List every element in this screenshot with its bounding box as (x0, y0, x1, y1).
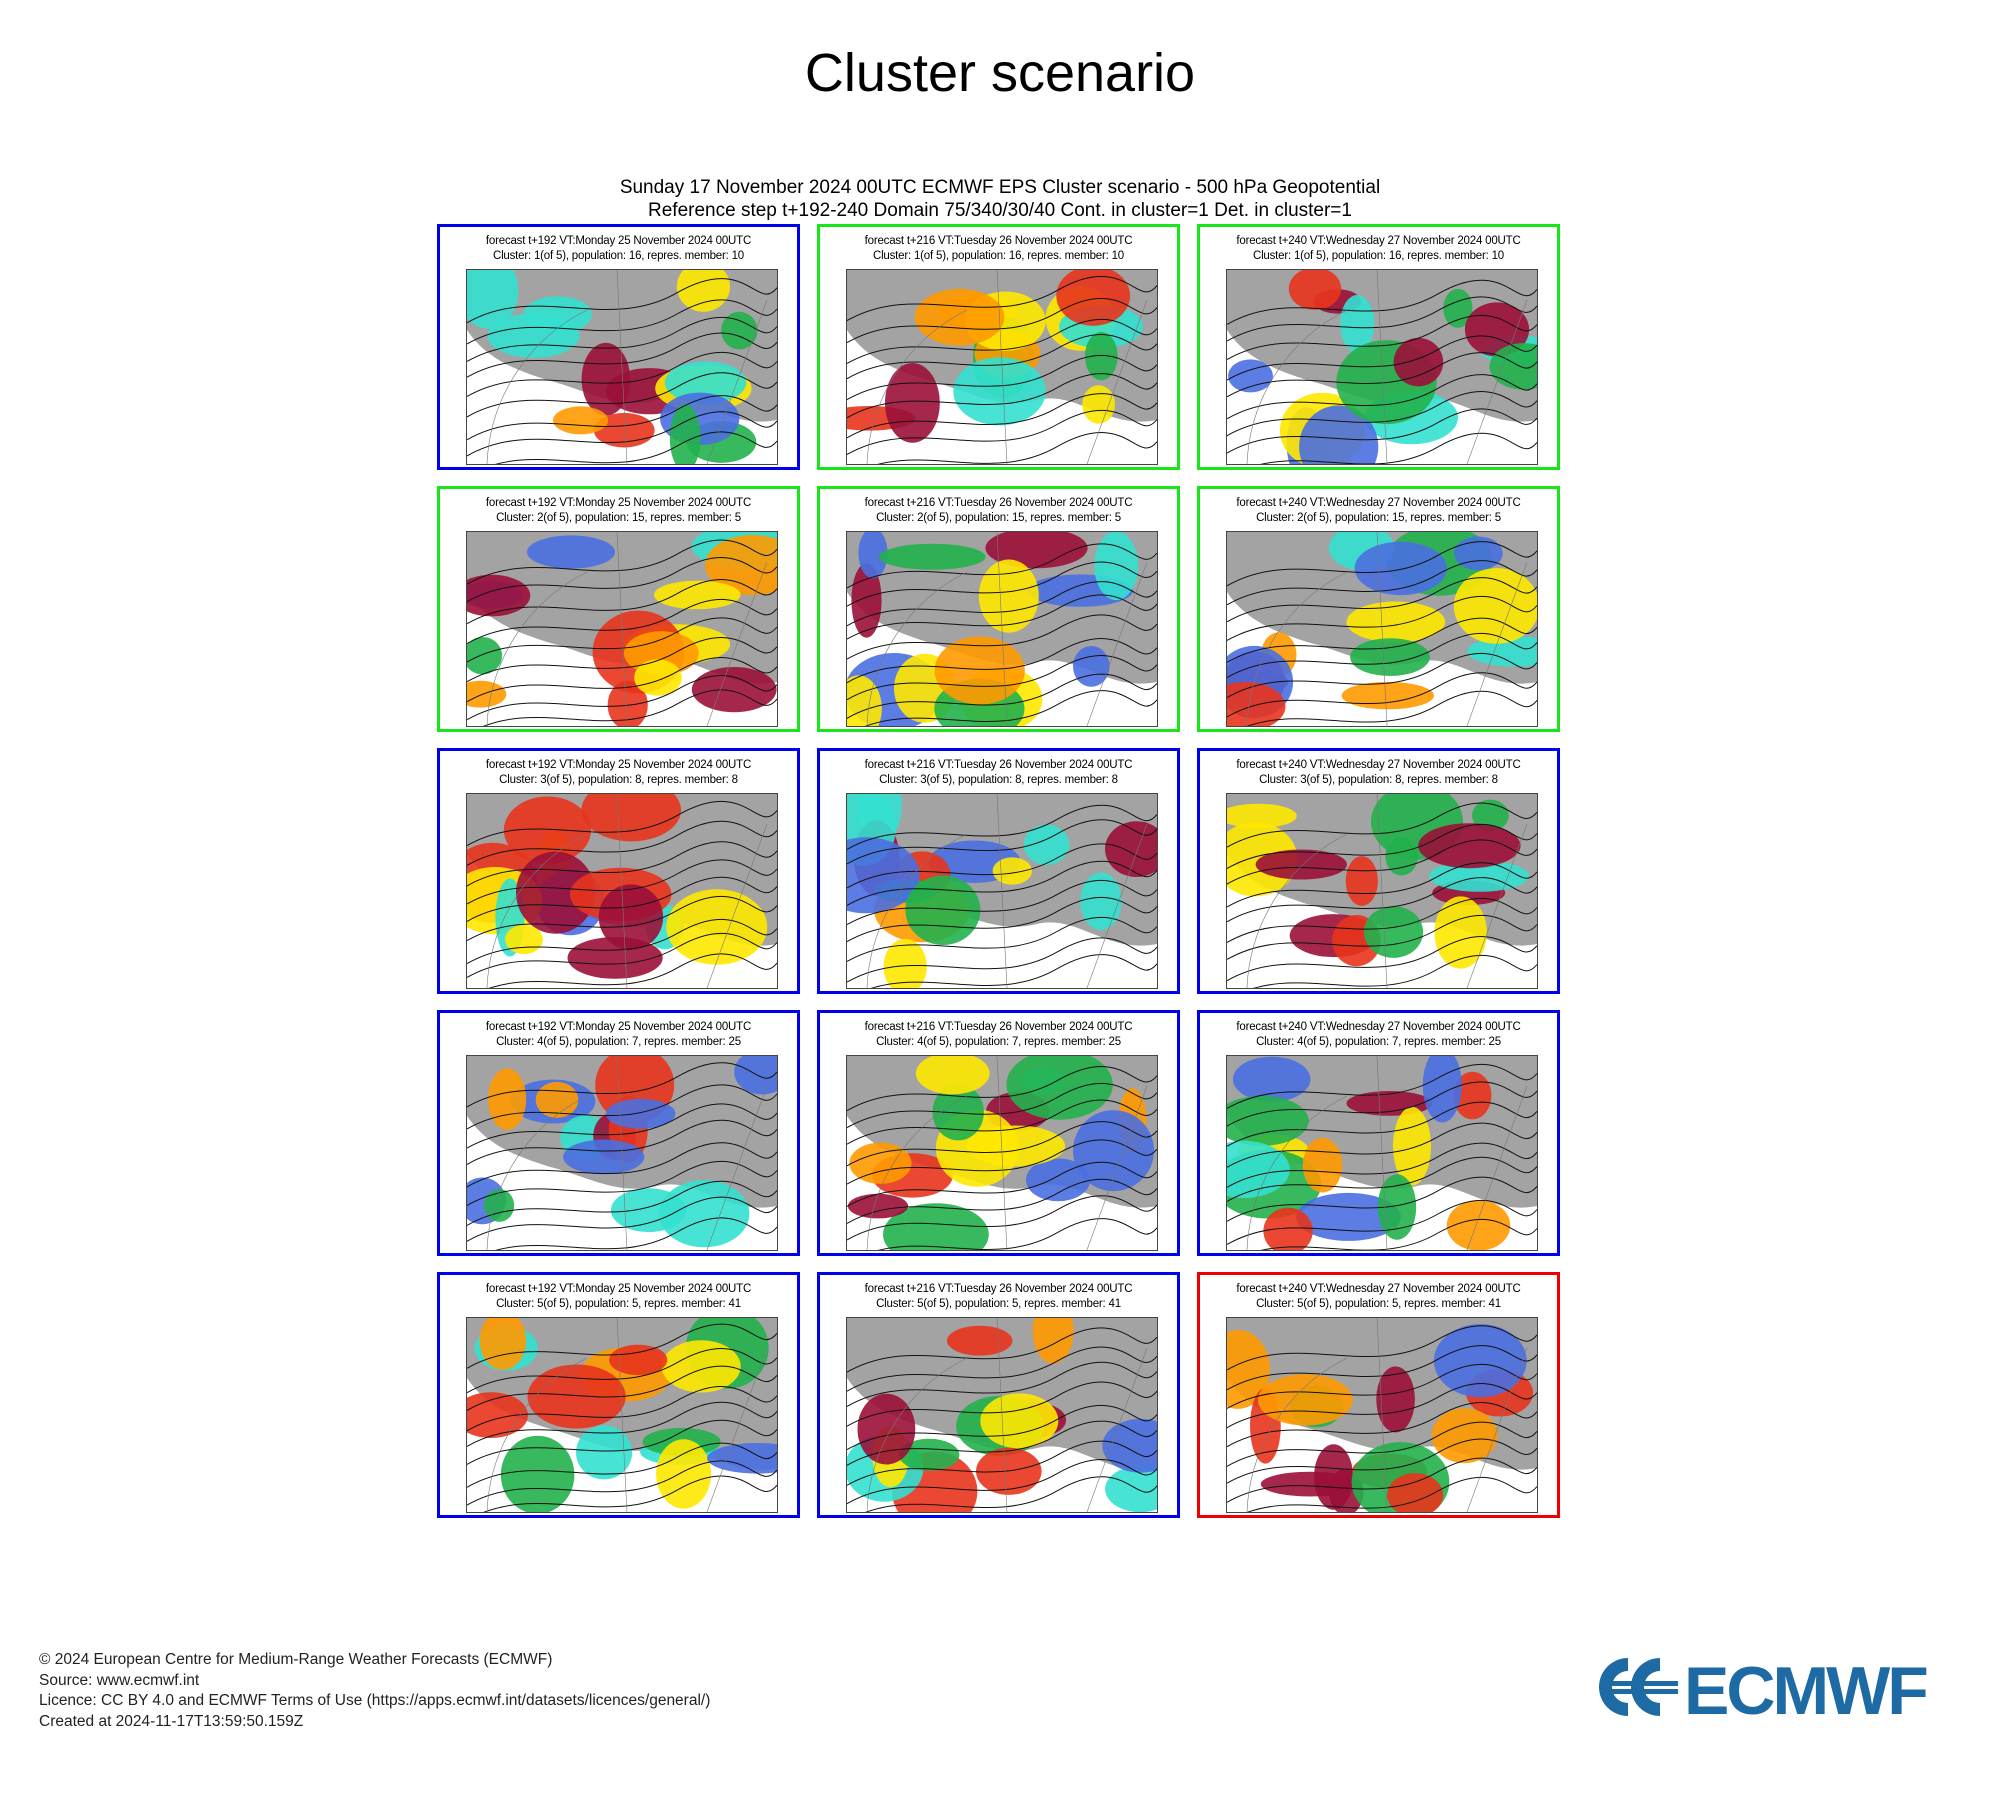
panel-cluster-caption: Cluster: 2(of 5), population: 15, repres… (496, 512, 741, 524)
footer: © 2024 European Centre for Medium-Range … (39, 1650, 710, 1732)
panel-cluster-caption: Cluster: 4(of 5), population: 7, repres.… (876, 1036, 1121, 1048)
footer-copyright: © 2024 European Centre for Medium-Range … (39, 1651, 553, 1668)
panel-forecast-caption: forecast t+216 VT:Tuesday 26 November 20… (864, 1283, 1133, 1295)
page-title: Cluster scenario (804, 43, 1196, 103)
panel-forecast-caption: forecast t+192 VT:Monday 25 November 202… (485, 759, 752, 771)
geopotential-anomaly-map (466, 1055, 778, 1251)
panel-forecast-caption: forecast t+240 VT:Wednesday 27 November … (1236, 1283, 1521, 1295)
plot-header: Sunday 17 November 2024 00UTC ECMWF EPS … (0, 176, 2000, 222)
cluster-panel: forecast t+192 VT:Monday 25 November 202… (437, 1272, 800, 1518)
geopotential-anomaly-map (466, 531, 778, 727)
geopotential-anomaly-map (1226, 1055, 1538, 1251)
geopotential-anomaly-map (1226, 1317, 1538, 1513)
cluster-panel: forecast t+240 VT:Wednesday 27 November … (1197, 748, 1560, 994)
panel-cluster-caption: Cluster: 1(of 5), population: 16, repres… (1252, 250, 1505, 262)
cluster-panel: forecast t+240 VT:Wednesday 27 November … (1197, 1272, 1560, 1518)
cluster-panel: forecast t+192 VT:Monday 25 November 202… (437, 1010, 800, 1256)
panel-forecast-caption: forecast t+240 VT:Wednesday 27 November … (1236, 235, 1521, 247)
footer-source: Source: www.ecmwf.int (39, 1671, 200, 1689)
geopotential-anomaly-map (1226, 531, 1538, 727)
cluster-panel: forecast t+216 VT:Tuesday 26 November 20… (817, 224, 1180, 470)
panel-cluster-caption: Cluster: 2(of 5), population: 15, repres… (1256, 512, 1501, 524)
panel-cluster-caption: Cluster: 1(of 5), population: 16, repres… (492, 250, 745, 262)
cluster-panel: forecast t+192 VT:Monday 25 November 202… (437, 224, 800, 470)
header-line-1: Sunday 17 November 2024 00UTC ECMWF EPS … (619, 177, 1381, 198)
geopotential-anomaly-map (1226, 793, 1538, 989)
cluster-panel: forecast t+192 VT:Monday 25 November 202… (437, 748, 800, 994)
header-line-2: Reference step t+192-240 Domain 75/340/3… (648, 200, 1352, 221)
panel-cluster-caption: Cluster: 4(of 5), population: 7, repres.… (1256, 1036, 1501, 1048)
panel-cluster-caption: Cluster: 4(of 5), population: 7, repres.… (496, 1036, 741, 1048)
logo-wordmark: ECMWF (1684, 1654, 1927, 1720)
geopotential-anomaly-map (466, 793, 778, 989)
cluster-panel: forecast t+216 VT:Tuesday 26 November 20… (817, 486, 1180, 732)
panel-forecast-caption: forecast t+216 VT:Tuesday 26 November 20… (864, 759, 1133, 771)
panel-forecast-caption: forecast t+240 VT:Wednesday 27 November … (1236, 759, 1521, 771)
cluster-panel: forecast t+240 VT:Wednesday 27 November … (1197, 1010, 1560, 1256)
geopotential-anomaly-map (466, 1317, 778, 1513)
panel-forecast-caption: forecast t+240 VT:Wednesday 27 November … (1236, 1021, 1521, 1033)
panel-forecast-caption: forecast t+192 VT:Monday 25 November 202… (485, 497, 752, 509)
panel-cluster-caption: Cluster: 5(of 5), population: 5, repres.… (496, 1298, 741, 1310)
panel-forecast-caption: forecast t+240 VT:Wednesday 27 November … (1236, 497, 1521, 509)
cluster-panel: forecast t+216 VT:Tuesday 26 November 20… (817, 1010, 1180, 1256)
panel-forecast-caption: forecast t+192 VT:Monday 25 November 202… (485, 235, 752, 247)
panel-cluster-caption: Cluster: 5(of 5), population: 5, repres.… (876, 1298, 1121, 1310)
geopotential-anomaly-map (846, 269, 1158, 465)
cluster-panel: forecast t+192 VT:Monday 25 November 202… (437, 486, 800, 732)
geopotential-anomaly-map (466, 269, 778, 465)
geopotential-anomaly-map (1226, 269, 1538, 465)
panel-forecast-caption: forecast t+216 VT:Tuesday 26 November 20… (864, 235, 1133, 247)
ecmwf-logo: ECMWF (1590, 1653, 1960, 1729)
panel-forecast-caption: forecast t+216 VT:Tuesday 26 November 20… (864, 497, 1133, 509)
footer-licence: Licence: CC BY 4.0 and ECMWF Terms of Us… (39, 1692, 711, 1709)
geopotential-anomaly-map (846, 793, 1158, 989)
cluster-panel: forecast t+216 VT:Tuesday 26 November 20… (817, 748, 1180, 994)
cluster-panel: forecast t+216 VT:Tuesday 26 November 20… (817, 1272, 1180, 1518)
panel-cluster-caption: Cluster: 5(of 5), population: 5, repres.… (1256, 1298, 1501, 1310)
geopotential-anomaly-map (846, 1317, 1158, 1513)
cluster-panel: forecast t+240 VT:Wednesday 27 November … (1197, 486, 1560, 732)
panel-forecast-caption: forecast t+192 VT:Monday 25 November 202… (485, 1283, 752, 1295)
footer-created: Created at 2024-11-17T13:59:50.159Z (39, 1712, 304, 1730)
geopotential-anomaly-map (846, 1055, 1158, 1251)
cluster-panel: forecast t+240 VT:Wednesday 27 November … (1197, 224, 1560, 470)
panel-forecast-caption: forecast t+216 VT:Tuesday 26 November 20… (864, 1021, 1133, 1033)
panel-cluster-caption: Cluster: 2(of 5), population: 15, repres… (876, 512, 1121, 524)
panel-cluster-caption: Cluster: 1(of 5), population: 16, repres… (872, 250, 1125, 262)
panel-cluster-caption: Cluster: 3(of 5), population: 8, repres.… (879, 774, 1118, 786)
panel-cluster-caption: Cluster: 3(of 5), population: 8, repres.… (1259, 774, 1498, 786)
panel-forecast-caption: forecast t+192 VT:Monday 25 November 202… (485, 1021, 752, 1033)
cluster-panel-grid: forecast t+192 VT:Monday 25 November 202… (437, 224, 1567, 1520)
panel-cluster-caption: Cluster: 3(of 5), population: 8, repres.… (499, 774, 738, 786)
geopotential-anomaly-map (846, 531, 1158, 727)
